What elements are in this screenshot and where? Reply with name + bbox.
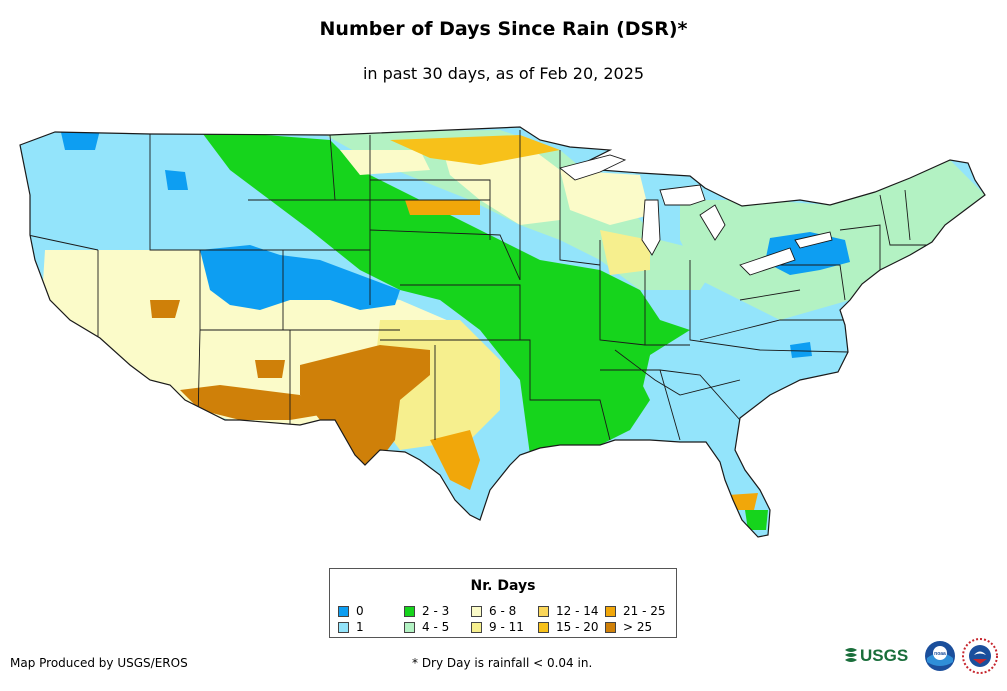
- legend-swatch: [338, 606, 349, 617]
- state-boundaries: [27, 130, 930, 441]
- legend-item-0: 0: [338, 605, 364, 618]
- legend-item-15-20: 15 - 20: [538, 621, 599, 634]
- usgs-logo: USGS: [845, 646, 908, 665]
- us-dsr-map: [19, 126, 986, 538]
- legend-swatch: [605, 606, 616, 617]
- legend-title: Nr. Days: [470, 578, 536, 594]
- legend-swatch: [404, 622, 415, 633]
- legend-item-2-3: 2 - 3: [404, 605, 449, 618]
- map-title: Number of Days Since Rain (DSR)*: [319, 18, 688, 40]
- noaa-logo: noaa: [925, 641, 955, 671]
- dsr-regions: [20, 127, 985, 537]
- legend-swatch: [404, 606, 415, 617]
- legend-swatch: [338, 622, 349, 633]
- map-subtitle: in past 30 days, as of Feb 20, 2025: [362, 64, 645, 83]
- legend-swatch: [471, 622, 482, 633]
- legend-item-6-8: 6 - 8: [471, 605, 516, 618]
- legend-swatch: [538, 622, 549, 633]
- svg-text:USGS: USGS: [860, 646, 908, 665]
- legend-item-21-25: 21 - 25: [605, 605, 666, 618]
- legend-swatch: [471, 606, 482, 617]
- credit-text: Map Produced by USGS/EROS: [10, 656, 188, 670]
- legend-item-12-14: 12 - 14: [538, 605, 599, 618]
- footnote: * Dry Day is rainfall < 0.04 in.: [412, 656, 593, 670]
- svg-text:noaa: noaa: [934, 651, 946, 657]
- nws-logo: [962, 638, 998, 674]
- legend-swatch: [538, 606, 549, 617]
- legend: Nr. Days 0 1 2 - 3 4 - 5 6 - 8 9 - 11 12…: [329, 568, 677, 638]
- legend-item-4-5: 4 - 5: [404, 621, 449, 634]
- legend-item-1: 1: [338, 621, 364, 634]
- legend-swatch: [605, 622, 616, 633]
- great-lakes: [559, 154, 833, 276]
- legend-item-over-25: > 25: [605, 621, 652, 634]
- legend-item-9-11: 9 - 11: [471, 621, 524, 634]
